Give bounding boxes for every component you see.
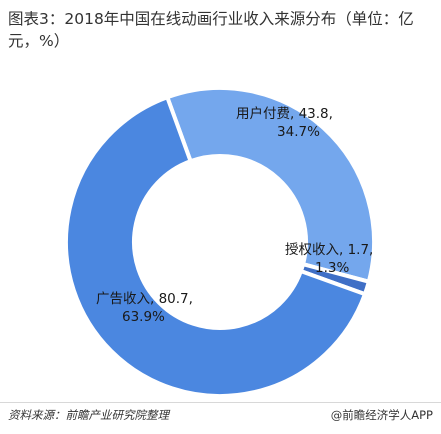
label-ads-line1: 广告收入, 80.7, (96, 291, 193, 307)
chart-title: 图表3：2018年中国在线动画行业收入来源分布（单位：亿元，%） (8, 10, 414, 50)
label-license-line1: 授权收入, 1.7, (285, 242, 374, 258)
label-user-pay: 用户付费, 43.8, 34.7% (236, 105, 333, 141)
slice-ads (64, 95, 367, 398)
label-license-line2: 1.3% (315, 260, 350, 276)
label-license: 授权收入, 1.7, 1.3% (285, 241, 373, 277)
label-user-pay-line2: 34.7% (277, 124, 320, 140)
brand-credit: @前瞻经济学人APP (330, 408, 433, 422)
label-user-pay-line1: 用户付费, 43.8, (236, 106, 333, 122)
source-note: 资料来源：前瞻产业研究院整理 (8, 408, 169, 422)
footer: 资料来源：前瞻产业研究院整理 @前瞻经济学人APP (0, 402, 441, 427)
donut-chart (64, 86, 376, 398)
slice-user-pay (165, 86, 376, 284)
label-ads: 广告收入, 80.7, 63.9% (96, 290, 193, 326)
label-ads-line2: 63.9% (122, 309, 165, 325)
